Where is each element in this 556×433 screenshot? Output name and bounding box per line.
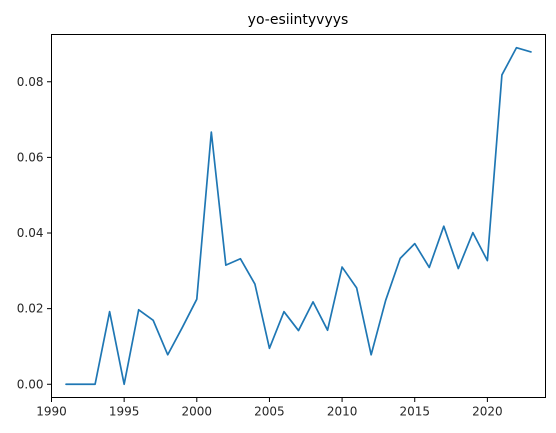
y-tick-label: 0.06 (17, 150, 44, 164)
series-line (65, 46, 532, 386)
x-tick-label: 2015 (399, 405, 430, 419)
x-tick-label: 2010 (327, 405, 358, 419)
axes-frame (51, 34, 546, 398)
x-tick-label: 1995 (109, 405, 140, 419)
y-tick-label: 0.00 (17, 377, 44, 391)
x-axis: 1990 1995 2000 2005 2010 2015 2020 (36, 397, 503, 419)
chart-title: yo-esiintyvyys (248, 12, 349, 28)
x-tick-label: 1990 (36, 405, 67, 419)
y-tick-label: 0.04 (17, 226, 44, 240)
y-tick-label: 0.08 (17, 75, 44, 89)
y-axis: 0.00 0.02 0.04 0.06 0.08 (17, 75, 52, 391)
x-tick-label: 2005 (254, 405, 285, 419)
plot-area (65, 46, 532, 386)
x-tick-label: 2020 (472, 405, 503, 419)
y-tick-label: 0.02 (17, 302, 44, 316)
x-tick-label: 2000 (182, 405, 213, 419)
